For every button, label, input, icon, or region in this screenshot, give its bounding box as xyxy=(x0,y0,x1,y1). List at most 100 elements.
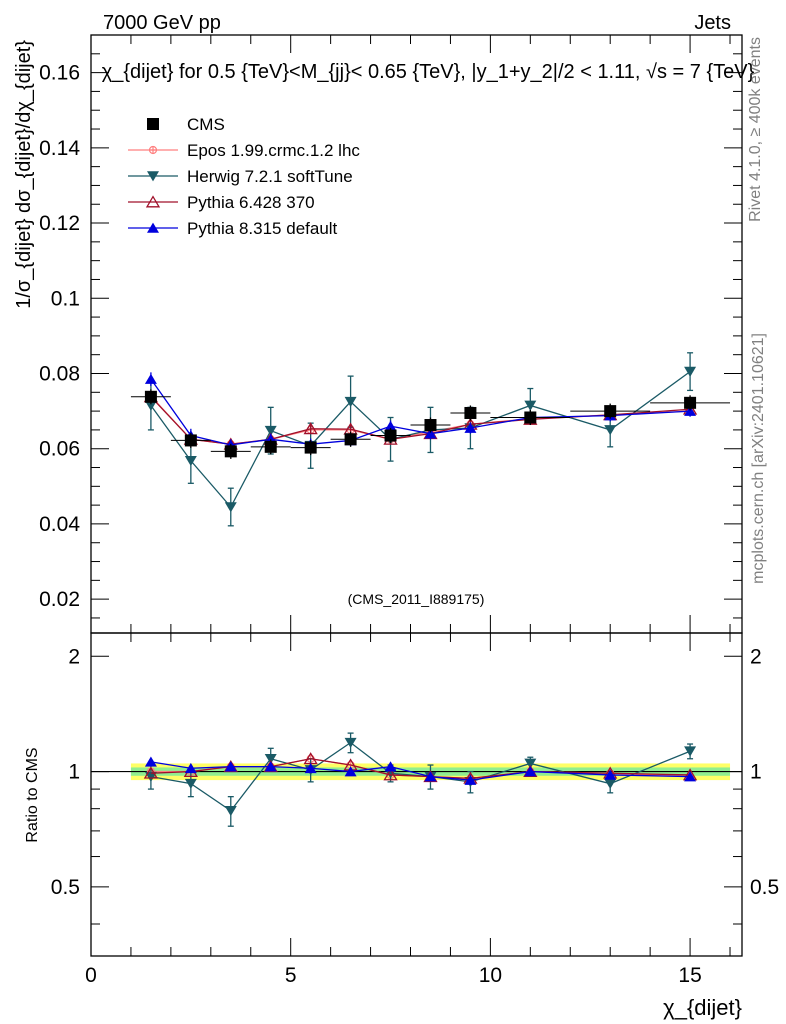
marker-square xyxy=(604,405,617,418)
marker-square xyxy=(344,433,357,446)
marker-tri-down xyxy=(224,502,237,513)
ratio-y-tick-label-right: 0.5 xyxy=(750,876,779,899)
marker-tri-up-open xyxy=(303,422,318,435)
x-axis-label: χ_{dijet} xyxy=(663,995,742,1020)
marker-tri-down xyxy=(264,753,277,765)
marker-tri-down xyxy=(684,366,697,378)
ratio-y-axis-label: Ratio to CMS xyxy=(24,747,41,842)
marker-tri-up xyxy=(464,774,477,785)
marker-tri-up xyxy=(684,405,697,416)
legend-entry-herwig: Herwig 7.2.1 softTune xyxy=(128,167,353,186)
plot-title: χ_{dijet} for 0.5 {TeV}<M_{jj}< 0.65 {Te… xyxy=(102,61,755,83)
y-tick-label: 0.02 xyxy=(39,588,80,611)
marker-tri-up-open xyxy=(383,768,398,781)
marker-tri-up xyxy=(424,771,437,782)
marker-tri-down xyxy=(147,171,159,182)
marker-tri-up xyxy=(184,762,197,774)
legend-label-cms: CMS xyxy=(187,115,225,134)
marker-tri-up xyxy=(344,766,357,777)
legend-label-herwig: Herwig 7.2.1 softTune xyxy=(187,167,353,186)
marker-square xyxy=(424,419,437,432)
marker-tri-down xyxy=(524,400,537,411)
marker-tri-down xyxy=(604,425,617,436)
series-line-herwig xyxy=(150,371,691,509)
marker-tri-up xyxy=(147,222,159,233)
ratio-plot: 0 5 10 15 0.5 0.5 1 1 2 2 Ratio to CMS χ_{dijet} xyxy=(24,632,779,1020)
marker-cross xyxy=(148,145,158,155)
y-tick-label: 0.14 xyxy=(39,137,80,160)
header-left: 7000 GeV pp xyxy=(103,12,221,34)
marker-tri-up xyxy=(224,761,237,772)
marker-tri-down xyxy=(684,746,697,757)
marker-tri-up xyxy=(684,771,697,782)
marker-square xyxy=(144,390,157,403)
legend-entry-pythia8: Pythia 8.315 default xyxy=(128,219,338,238)
ratio-series-pythia8 xyxy=(144,756,697,785)
marker-tri-down xyxy=(264,425,277,437)
y-tick-label: 0.1 xyxy=(51,287,80,310)
side-label-rivet: Rivet 4.1.0, ≥ 400k events xyxy=(747,37,764,222)
analysis-annotation: (CMS_2011_I889175) xyxy=(348,591,485,607)
x-tick-label: 10 xyxy=(479,964,502,987)
marker-tri-down xyxy=(604,778,617,790)
header-right: Jets xyxy=(694,12,731,34)
y-axis-label: 1/σ_{dijet} dσ_{dijet}/dχ_{dijet} xyxy=(13,40,35,309)
marker-tri-down xyxy=(224,805,237,817)
series-herwig xyxy=(144,352,697,527)
y-tick-label: 0.04 xyxy=(39,513,80,536)
marker-tri-up xyxy=(144,756,157,767)
legend-entry-epos: Epos 1.99.crmc.1.2 lhc xyxy=(128,141,360,160)
legend-entry-cms: CMS xyxy=(147,115,225,134)
ratio-frame xyxy=(90,632,743,957)
side-label-mcplots: mcplots.cern.ch [arXiv:2401.10621] xyxy=(750,333,767,584)
x-tick-label: 15 xyxy=(678,964,701,987)
legend-entry-pythia6: Pythia 6.428 370 xyxy=(128,193,315,212)
marker-tri-up xyxy=(384,761,397,772)
marker-square xyxy=(184,434,197,447)
marker-tri-up xyxy=(144,373,157,384)
legend: CMS Epos 1.99.crmc.1.2 lhc Herwig 7.2.1 so… xyxy=(128,115,360,238)
ratio-y-tick-label: 1 xyxy=(68,761,80,784)
marker-tri-up xyxy=(524,766,537,777)
y-tick-label: 0.16 xyxy=(39,62,80,85)
marker-tri-up-open xyxy=(143,766,159,779)
ratio-y-tick-label-right: 2 xyxy=(750,645,762,668)
ratio-y-tick-label: 2 xyxy=(68,645,80,668)
marker-tri-up xyxy=(304,762,317,774)
series-cms xyxy=(130,389,731,459)
ratio-y-tick-label: 0.5 xyxy=(51,876,80,899)
marker-tri-down xyxy=(184,778,197,790)
y-tick-label: 0.06 xyxy=(39,438,80,461)
marker-square xyxy=(147,118,159,130)
y-tick-label: 0.12 xyxy=(39,212,80,235)
legend-label-pythia6: Pythia 6.428 370 xyxy=(187,193,315,212)
marker-tri-down xyxy=(144,771,157,783)
marker-tri-down xyxy=(184,455,197,467)
marker-square xyxy=(524,411,537,424)
marker-square xyxy=(304,441,317,454)
y-tick-label: 0.08 xyxy=(39,362,80,385)
main-plot: 0.02 0.04 0.06 0.08 0.1 0.12 0.14 0.16 χ_{dijet}… xyxy=(13,34,755,956)
ratio-line-pythia8 xyxy=(150,761,691,781)
marker-tri-up-open xyxy=(145,195,161,208)
marker-tri-up xyxy=(424,428,437,439)
marker-square xyxy=(684,396,697,409)
marker-square xyxy=(264,440,277,453)
marker-tri-down xyxy=(344,396,357,408)
legend-label-pythia8: Pythia 8.315 default xyxy=(187,219,338,238)
marker-tri-up xyxy=(464,422,477,433)
marker-tri-down xyxy=(144,400,157,411)
marker-square xyxy=(224,445,237,458)
ratio-line-herwig xyxy=(150,741,691,812)
marker-tri-down xyxy=(524,758,537,769)
series-line-pythia6 xyxy=(150,396,691,445)
marker-square xyxy=(384,429,397,442)
x-tick-label: 0 xyxy=(85,964,97,987)
legend-label-epos: Epos 1.99.crmc.1.2 lhc xyxy=(187,141,360,160)
x-tick-label: 5 xyxy=(285,964,297,987)
marker-tri-up xyxy=(604,769,617,780)
marker-tri-up xyxy=(384,420,397,431)
ratio-y-tick-label-right: 1 xyxy=(750,761,762,784)
marker-square xyxy=(464,406,477,419)
